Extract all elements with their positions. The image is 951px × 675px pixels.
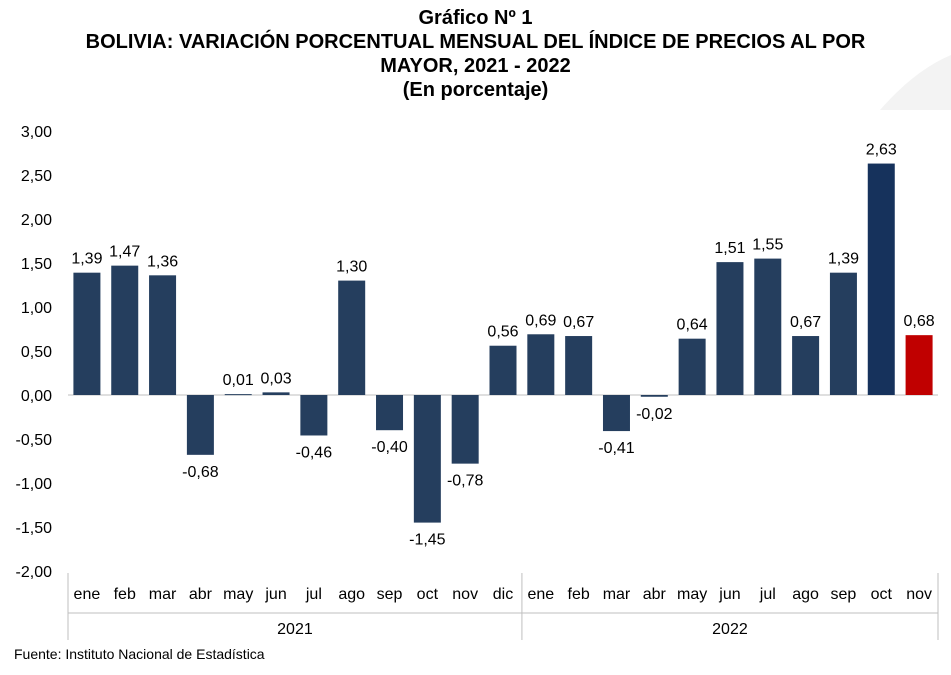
x-tick-label: feb — [114, 586, 136, 603]
y-tick-label: 0,50 — [21, 344, 52, 361]
data-label: 1,39 — [828, 251, 859, 268]
y-tick-label: -2,00 — [16, 564, 53, 581]
bar-dic — [489, 345, 517, 395]
bar-ene — [527, 334, 555, 395]
data-label: 1,47 — [109, 244, 140, 261]
data-label: 0,64 — [677, 317, 708, 334]
y-tick-label: -0,50 — [16, 432, 53, 449]
x-tick-label: jun — [264, 586, 286, 603]
y-tick-label: 2,50 — [21, 168, 52, 185]
x-tick-label: ago — [338, 586, 365, 603]
bar-oct — [413, 395, 441, 523]
bar-ene — [73, 272, 101, 395]
data-label: 0,67 — [790, 314, 821, 331]
data-label: -0,02 — [636, 406, 673, 423]
x-tick-label: may — [223, 586, 253, 603]
x-tick-label: abr — [643, 586, 667, 603]
y-tick-label: -1,50 — [16, 520, 53, 537]
data-label: 1,39 — [71, 251, 102, 268]
year-label: 2021 — [277, 621, 313, 638]
x-tick-label: dic — [493, 586, 513, 603]
bar-abr — [640, 395, 668, 397]
x-tick-label: nov — [906, 586, 932, 603]
data-label: 1,55 — [752, 237, 783, 254]
data-label: -0,41 — [598, 440, 635, 457]
bar-ago — [792, 336, 820, 395]
data-label: 1,36 — [147, 253, 178, 270]
data-label: -1,45 — [409, 532, 446, 549]
bar-oct — [867, 163, 895, 395]
data-label: 1,30 — [336, 259, 367, 276]
bar-sep — [829, 272, 857, 395]
x-tick-label: ago — [792, 586, 819, 603]
bar-may — [678, 338, 706, 395]
x-tick-label: mar — [149, 586, 177, 603]
x-tick-label: abr — [189, 586, 213, 603]
data-label: -0,46 — [296, 444, 333, 461]
bar-feb — [565, 336, 593, 395]
bar-feb — [111, 265, 139, 395]
bar-jun — [262, 392, 290, 395]
data-label: 0,01 — [223, 372, 254, 389]
data-label: 0,68 — [904, 313, 935, 330]
data-label: 0,03 — [260, 370, 291, 387]
data-label: 0,69 — [525, 312, 556, 329]
chart-title-line-1: BOLIVIA: VARIACIÓN PORCENTUAL MENSUAL DE… — [85, 31, 866, 53]
x-tick-label: mar — [603, 586, 631, 603]
data-label: -0,78 — [447, 473, 484, 490]
x-tick-label: nov — [452, 586, 478, 603]
x-tick-label: jul — [759, 586, 776, 603]
x-tick-label: oct — [417, 586, 439, 603]
chart-title-block: Gráfico Nº 1 BOLIVIA: VARIACIÓN PORCENTU… — [0, 6, 951, 102]
chart-subtitle: (En porcentaje) — [402, 79, 549, 101]
y-tick-label: 1,50 — [21, 256, 52, 273]
y-tick-label: 2,00 — [21, 212, 52, 229]
bar-abr — [186, 395, 214, 455]
bar-sep — [376, 395, 404, 431]
x-tick-label: oct — [871, 586, 893, 603]
chart-number: Gráfico Nº 1 — [418, 7, 533, 29]
data-label: 1,51 — [714, 240, 745, 257]
data-label: -0,40 — [371, 439, 408, 456]
x-tick-label: sep — [831, 586, 857, 603]
x-tick-label: ene — [74, 586, 101, 603]
x-tick-label: jul — [305, 586, 322, 603]
data-label: 0,67 — [563, 314, 594, 331]
x-tick-label: may — [677, 586, 707, 603]
chart-title-line-2: MAYOR, 2021 - 2022 — [380, 55, 571, 77]
y-tick-label: 3,00 — [21, 124, 52, 141]
year-label: 2022 — [712, 621, 748, 638]
x-tick-label: sep — [377, 586, 403, 603]
bar-jun — [716, 262, 744, 395]
x-tick-label: jun — [718, 586, 740, 603]
bar-nov — [451, 395, 479, 464]
bar-ago — [338, 280, 366, 395]
data-label: 0,56 — [487, 324, 518, 341]
bar-jul — [300, 395, 328, 436]
bar-mar — [149, 275, 177, 395]
data-label: 2,63 — [866, 142, 897, 159]
bar-jul — [754, 258, 782, 395]
decorative-curve — [880, 55, 951, 110]
bar-may — [224, 394, 252, 396]
y-tick-label: -1,00 — [16, 476, 53, 493]
bar-nov — [905, 335, 933, 395]
bar-mar — [602, 395, 630, 432]
x-tick-label: feb — [568, 586, 590, 603]
x-tick-label: ene — [527, 586, 554, 603]
source-note: Fuente: Instituto Nacional de Estadístic… — [14, 646, 265, 662]
y-tick-label: 1,00 — [21, 300, 52, 317]
data-label: -0,68 — [182, 464, 219, 481]
y-tick-label: 0,00 — [21, 388, 52, 405]
